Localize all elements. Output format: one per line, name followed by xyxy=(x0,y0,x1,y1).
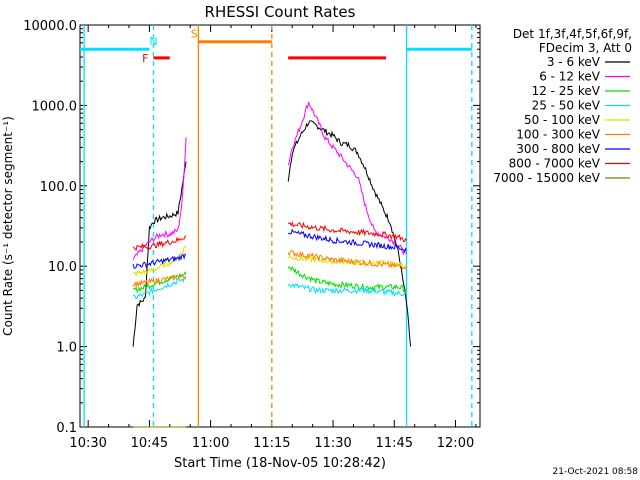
y-axis-label: Count Rate (s⁻¹ detector segment⁻¹) xyxy=(1,116,15,336)
series-line-7 xyxy=(287,220,407,243)
state-bars: NF S xyxy=(80,28,472,65)
series-line-5 xyxy=(132,273,187,289)
legend-label: 100 - 300 keV xyxy=(516,128,600,142)
legend-label: 3 - 6 keV xyxy=(547,55,601,69)
plot-frame xyxy=(79,24,481,428)
x-axis: 10:30 10:45 11:00 11:15 11:30 11:45 12:00 xyxy=(69,25,477,451)
y-axis: 0.1 1.0 10.0 100.0 1000.0 10000.0 xyxy=(23,19,480,436)
x-tick-label: 11:30 xyxy=(314,436,351,451)
legend-label: 25 - 50 keV xyxy=(532,99,601,113)
series-line-2 xyxy=(132,271,187,294)
x-axis-label: Start Time (18-Nov-05 10:28:42) xyxy=(174,456,386,471)
y-tick-label: 10.0 xyxy=(48,260,77,275)
series-line-0 xyxy=(132,161,187,347)
x-tick-label: 11:00 xyxy=(192,436,229,451)
legend-label: 12 - 25 keV xyxy=(532,84,601,98)
state-bar-label: S xyxy=(191,28,198,41)
series-line-4 xyxy=(133,245,187,278)
x-tick-label: 12:00 xyxy=(437,436,474,451)
y-tick-label: 1000.0 xyxy=(32,99,78,114)
y-tick-label: 1.0 xyxy=(56,341,77,356)
state-bar-label: N xyxy=(149,35,157,48)
series-line-3 xyxy=(132,275,187,300)
series-line-6 xyxy=(288,228,407,253)
series-line-3 xyxy=(287,283,407,297)
legend-label: 300 - 800 keV xyxy=(516,142,600,156)
x-tick-label: 11:45 xyxy=(376,436,413,451)
series-line-2 xyxy=(287,266,407,293)
state-bar-label: F xyxy=(142,52,148,65)
x-tick-label: 11:15 xyxy=(253,436,290,451)
chart-title: RHESSI Count Rates xyxy=(205,3,356,21)
legend-label: 6 - 12 keV xyxy=(539,70,601,84)
series-line-5 xyxy=(287,250,407,270)
attenuator-state-lines xyxy=(83,25,473,427)
y-tick-label: 0.1 xyxy=(56,421,77,436)
series-line-6 xyxy=(132,253,187,269)
y-tick-label: 100.0 xyxy=(40,180,77,195)
series-lines xyxy=(132,102,412,428)
series-line-7 xyxy=(132,235,187,252)
timestamp: 21-Oct-2021 08:58 xyxy=(553,467,639,477)
legend-header-line-2: FDecim 3, Att 0 xyxy=(539,41,632,55)
legend-label: 50 - 100 keV xyxy=(524,113,601,127)
series-line-0 xyxy=(287,120,412,347)
x-tick-label: 10:30 xyxy=(69,436,106,451)
x-tick-label: 10:45 xyxy=(131,436,168,451)
legend-label: 7000 - 15000 keV xyxy=(493,171,600,185)
legend: Det 1f,3f,4f,5f,6f,9f, FDecim 3, Att 0 3… xyxy=(493,27,632,185)
series-line-1 xyxy=(132,137,187,260)
y-tick-label: 10000.0 xyxy=(23,19,77,34)
legend-header-line-1: Det 1f,3f,4f,5f,6f,9f, xyxy=(513,27,632,41)
legend-label: 800 - 7000 keV xyxy=(509,157,601,171)
